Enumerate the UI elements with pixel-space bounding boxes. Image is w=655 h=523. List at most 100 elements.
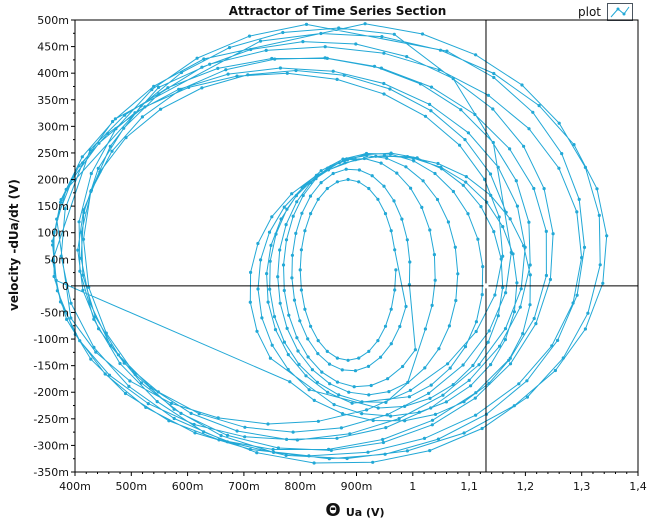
data-point [89,171,93,176]
y-tick-label: 350m [37,94,69,107]
data-point [508,147,512,151]
data-point [428,228,432,232]
data-point [284,223,288,227]
data-point [417,410,421,414]
data-point [405,449,409,453]
data-point [327,447,331,451]
data-point [335,436,339,440]
data-point [294,231,298,235]
data-point [58,200,63,204]
data-point [405,155,409,159]
data-point [255,451,259,455]
data-point [272,450,276,454]
data-point [386,377,390,381]
data-point [348,432,352,436]
data-point [471,363,475,368]
data-point [303,229,307,233]
data-point [301,40,305,44]
data-point [389,151,393,155]
data-point [415,156,419,160]
data-point [379,66,383,70]
data-point [116,353,120,357]
data-point [337,26,341,30]
data-point [428,102,432,106]
data-point [273,328,278,332]
data-point [343,161,347,165]
data-point [285,437,289,441]
data-point [312,398,316,402]
data-point [492,75,496,80]
data-point [474,53,478,57]
data-point [484,412,489,416]
data-point [430,303,434,307]
data-point [383,452,387,456]
data-point [172,407,176,411]
data-point [376,339,380,343]
data-point [374,154,378,158]
data-point [246,73,250,77]
data-point [408,388,412,392]
data-point [316,197,320,201]
data-point [491,107,495,111]
legend[interactable]: plot [578,2,633,22]
data-point [362,156,366,161]
data-point [256,287,260,291]
data-point [340,412,345,416]
y-tick-label: 100m [37,227,69,240]
data-point [122,126,126,130]
data-point [167,419,171,423]
data-point [340,368,344,372]
data-point [504,291,508,295]
data-point [489,193,493,197]
data-point [393,248,397,252]
data-point [65,317,69,321]
data-point [379,161,383,165]
data-point [307,454,311,458]
data-point [367,349,371,353]
data-point [298,319,302,323]
data-point [380,35,384,39]
y-tick-label: -200m [33,386,69,399]
data-point [488,172,493,176]
x-tick-label: 1 [409,480,416,493]
data-point [420,205,424,209]
data-point [309,212,313,216]
data-point [114,127,118,131]
x-tick-label: 1,3 [573,480,591,493]
data-point [268,287,272,291]
legend-swatch[interactable] [607,3,633,21]
data-point [389,414,393,418]
data-point [508,217,512,221]
data-point [314,173,319,177]
data-point [216,416,220,420]
data-point [316,339,320,343]
data-point [202,430,206,434]
data-point [266,300,270,304]
data-point [407,395,411,399]
data-point [553,368,558,373]
data-point [302,184,306,188]
data-point [247,34,252,38]
data-point [436,437,440,441]
data-point [527,127,531,131]
data-point [525,379,529,383]
data-point [88,148,92,152]
data-point [301,193,305,198]
data-point [433,278,437,282]
data-point [88,301,92,305]
data-point [360,412,364,416]
data-point [423,327,427,331]
data-point [363,22,367,26]
data-point [551,232,555,236]
data-point [515,281,519,285]
data-point [77,220,81,224]
data-point [453,245,457,249]
data-point [346,177,350,182]
data-point [397,417,401,421]
data-point [278,248,282,252]
data-point [284,453,288,457]
data-point [195,56,199,60]
data-point [503,327,508,331]
data-point [81,288,85,292]
